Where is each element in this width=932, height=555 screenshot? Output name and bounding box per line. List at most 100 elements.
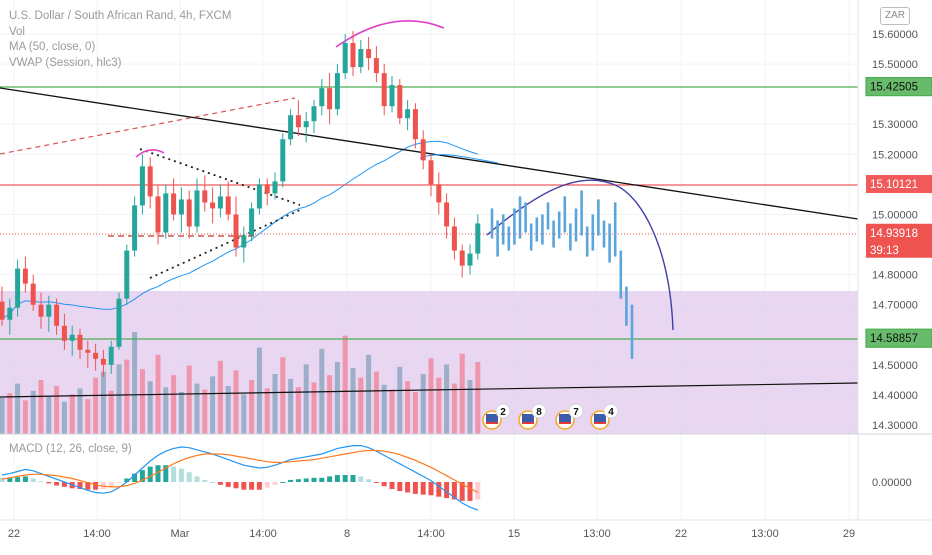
candle-body: [303, 121, 309, 128]
macd-indicator-label[interactable]: MACD (12, 26, close, 9): [9, 443, 132, 455]
volume-bar: [397, 366, 403, 434]
projection-bar: [535, 217, 539, 242]
volume-bar: [467, 380, 473, 434]
vwap-indicator-label[interactable]: VWAP (Session, hlc3): [9, 56, 122, 69]
volume-bar: [288, 378, 294, 434]
macd-histogram-bar: [249, 482, 255, 490]
volume-bar: [54, 386, 60, 434]
macd-histogram-bar: [61, 482, 67, 487]
time-axis-tick: 14:00: [249, 528, 277, 540]
macd-histogram-bar: [280, 482, 286, 483]
event-count-badge: [568, 403, 584, 419]
macd-histogram-bar: [373, 482, 379, 483]
projected-path-curve[interactable]: [486, 179, 674, 331]
time-axis-tick: 13:00: [751, 528, 779, 540]
candle-body: [116, 298, 122, 347]
candle-body: [311, 106, 317, 122]
candle-body: [475, 223, 481, 254]
ma-polyline: [1, 140, 478, 319]
countdown-label: 39:13: [870, 245, 899, 257]
volume-bar: [428, 358, 434, 434]
macd-histogram-bar: [22, 476, 28, 482]
price-axis-tick: 14.80000: [872, 270, 918, 282]
macd-histogram-bar: [147, 466, 153, 482]
macd-pane: 0.00000: [0, 445, 912, 511]
candle-body: [155, 196, 161, 233]
time-axis-tick: 14:00: [417, 528, 445, 540]
time-axis-tick: 14:00: [83, 528, 111, 540]
macd-histogram-bar: [381, 482, 387, 487]
time-axis[interactable]: 22 14:00 Mar 14:00 8 14:00 15 13:00 22 13:00 29: [8, 528, 855, 540]
lower-trendline[interactable]: [0, 382, 859, 398]
time-axis-tick: 13:00: [583, 528, 611, 540]
macd-histogram-bar: [46, 482, 52, 484]
flag-canton-icon: [594, 414, 606, 422]
projection-bar: [546, 202, 550, 230]
candle-body: [272, 181, 278, 194]
top-arc-small[interactable]: [135, 149, 165, 158]
macd-histogram-bar: [225, 482, 231, 487]
volume-bar: [350, 368, 356, 434]
macd-histogram-bar: [38, 481, 44, 483]
macd-axis-tick: 0.00000: [872, 477, 912, 489]
projection-bar: [630, 304, 634, 359]
economic-event-badge[interactable]: 4: [590, 403, 619, 430]
macd-histogram-bar: [194, 476, 200, 482]
volume-bar: [61, 401, 67, 434]
volume-bar: [7, 393, 13, 434]
macd-histogram-bar: [241, 482, 247, 490]
macd-histogram-bar: [397, 482, 403, 492]
macd-histogram-bar: [420, 482, 426, 495]
candle-body: [54, 304, 60, 326]
macd-histogram-bar: [389, 482, 395, 489]
macd-histogram-bar: [132, 473, 138, 482]
economic-event-badge[interactable]: 7: [555, 403, 584, 430]
price-candles: [0, 30, 481, 377]
price-axis[interactable]: [0, 0, 932, 521]
candle-body: [381, 73, 387, 107]
volume-bar: [295, 387, 301, 434]
projection-bar: [608, 223, 611, 263]
volume-bar: [132, 332, 138, 434]
candle-body: [225, 196, 231, 215]
volume-bar: [30, 390, 36, 434]
time-axis-tick: 22: [675, 528, 687, 540]
currency-badge[interactable]: ZAR: [880, 7, 910, 25]
economic-event-badge[interactable]: 2: [482, 403, 511, 430]
candle-body: [319, 88, 325, 107]
volume-bar: [22, 400, 28, 434]
projection-bar: [591, 214, 595, 251]
symbol-title[interactable]: U.S. Dollar / South African Rand, 4h, FX…: [9, 10, 232, 22]
price-axis-tick: 15.50000: [872, 59, 918, 71]
triangle-upper-dotted-line[interactable]: [139, 148, 301, 206]
top-arc-large[interactable]: [335, 19, 445, 48]
economic-events[interactable]: 2 8 7 4: [482, 403, 619, 430]
volume-bar: [241, 394, 247, 434]
candle-body: [451, 226, 457, 251]
volume-bar: [327, 375, 333, 434]
candle-body: [233, 214, 239, 248]
macd-histogram-bar: [412, 482, 418, 494]
price-axis-tick: 15.60000: [872, 29, 918, 41]
volume-bar: [0, 398, 5, 434]
price-axis-tick: 14.50000: [872, 360, 918, 372]
volume-indicator-label[interactable]: Vol: [9, 25, 25, 38]
macd-histogram-bar: [124, 478, 130, 482]
price-axis-tick: 15.30000: [872, 119, 918, 131]
economic-event-badge[interactable]: 8: [518, 403, 547, 430]
ma-indicator-label[interactable]: MA (50, close, 0): [9, 41, 96, 53]
price-level-badge: [866, 175, 932, 194]
drawing-lines[interactable]: [0, 19, 859, 398]
candle-body: [22, 268, 28, 284]
volume-bar: [171, 375, 177, 434]
volume-bar: [85, 399, 91, 434]
macd-histogram-bar: [319, 477, 325, 482]
macd-histogram-bar: [334, 475, 340, 482]
macd-histogram-bar: [155, 465, 161, 482]
macd-histogram-bar: [139, 470, 145, 482]
projection-bar: [574, 208, 578, 242]
time-axis-tick: 22: [8, 528, 20, 540]
descending-trendline[interactable]: [0, 87, 859, 220]
